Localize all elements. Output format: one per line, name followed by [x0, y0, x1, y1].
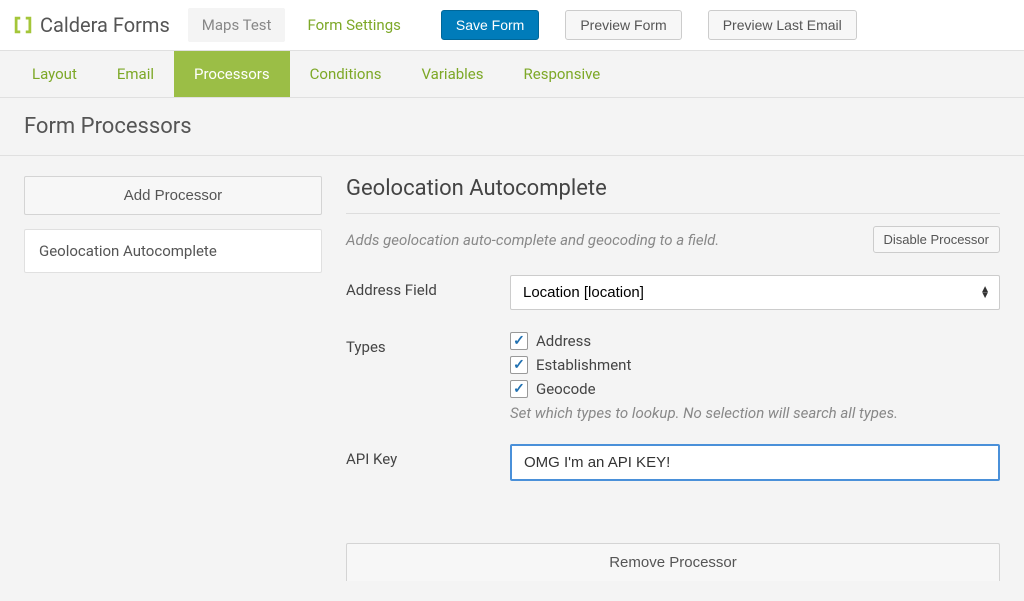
nav-tabs: Layout Email Processors Conditions Varia… — [0, 51, 1024, 98]
processor-sidebar: Add Processor Geolocation Autocomplete — [24, 176, 322, 581]
apikey-field-label: API Key — [346, 444, 510, 468]
main-layout: Add Processor Geolocation Autocomplete G… — [0, 156, 1024, 601]
checkbox-label: Establishment — [536, 356, 631, 374]
tab-layout[interactable]: Layout — [12, 51, 97, 97]
top-header: Caldera Forms Maps Test Form Settings Sa… — [0, 0, 1024, 51]
checkbox-icon: ✓ — [510, 332, 528, 350]
field-row-address: Address Field Location [location] ▲▼ — [346, 275, 1000, 310]
processor-list-item[interactable]: Geolocation Autocomplete — [24, 229, 322, 273]
checkbox-establishment[interactable]: ✓ Establishment — [510, 356, 1000, 374]
types-field-label: Types — [346, 332, 510, 356]
app-name: Caldera Forms — [40, 13, 170, 37]
checkbox-label: Address — [536, 332, 591, 350]
processor-description: Adds geolocation auto-complete and geoco… — [346, 231, 719, 249]
add-processor-button[interactable]: Add Processor — [24, 176, 322, 215]
disable-processor-button[interactable]: Disable Processor — [873, 226, 1001, 253]
tab-responsive[interactable]: Responsive — [504, 51, 621, 97]
types-help-text: Set which types to lookup. No selection … — [510, 404, 1000, 422]
address-field-select[interactable]: Location [location] — [510, 275, 1000, 310]
apikey-input[interactable] — [510, 444, 1000, 481]
form-settings-link[interactable]: Form Settings — [293, 8, 414, 42]
address-field-label: Address Field — [346, 275, 510, 299]
save-form-button[interactable]: Save Form — [441, 10, 539, 40]
checkbox-geocode[interactable]: ✓ Geocode — [510, 380, 1000, 398]
checkbox-label: Geocode — [536, 380, 596, 398]
field-row-types: Types ✓ Address ✓ Establishment ✓ Geocod… — [346, 332, 1000, 422]
tab-conditions[interactable]: Conditions — [290, 51, 402, 97]
checkbox-icon: ✓ — [510, 356, 528, 374]
checkbox-icon: ✓ — [510, 380, 528, 398]
remove-processor-button[interactable]: Remove Processor — [346, 543, 1000, 581]
field-row-apikey: API Key — [346, 444, 1000, 481]
checkbox-address[interactable]: ✓ Address — [510, 332, 1000, 350]
processor-config-panel: Geolocation Autocomplete Adds geolocatio… — [346, 176, 1000, 581]
tab-email[interactable]: Email — [97, 51, 174, 97]
processor-desc-row: Adds geolocation auto-complete and geoco… — [346, 226, 1000, 253]
preview-email-button[interactable]: Preview Last Email — [708, 10, 857, 40]
preview-form-button[interactable]: Preview Form — [565, 10, 681, 40]
caldera-logo-icon — [12, 14, 34, 36]
section-title: Form Processors — [0, 98, 1024, 156]
processor-title: Geolocation Autocomplete — [346, 176, 1000, 214]
tab-variables[interactable]: Variables — [401, 51, 503, 97]
tab-processors[interactable]: Processors — [174, 51, 290, 97]
form-name-tab[interactable]: Maps Test — [188, 8, 286, 42]
app-logo: Caldera Forms — [12, 13, 170, 37]
